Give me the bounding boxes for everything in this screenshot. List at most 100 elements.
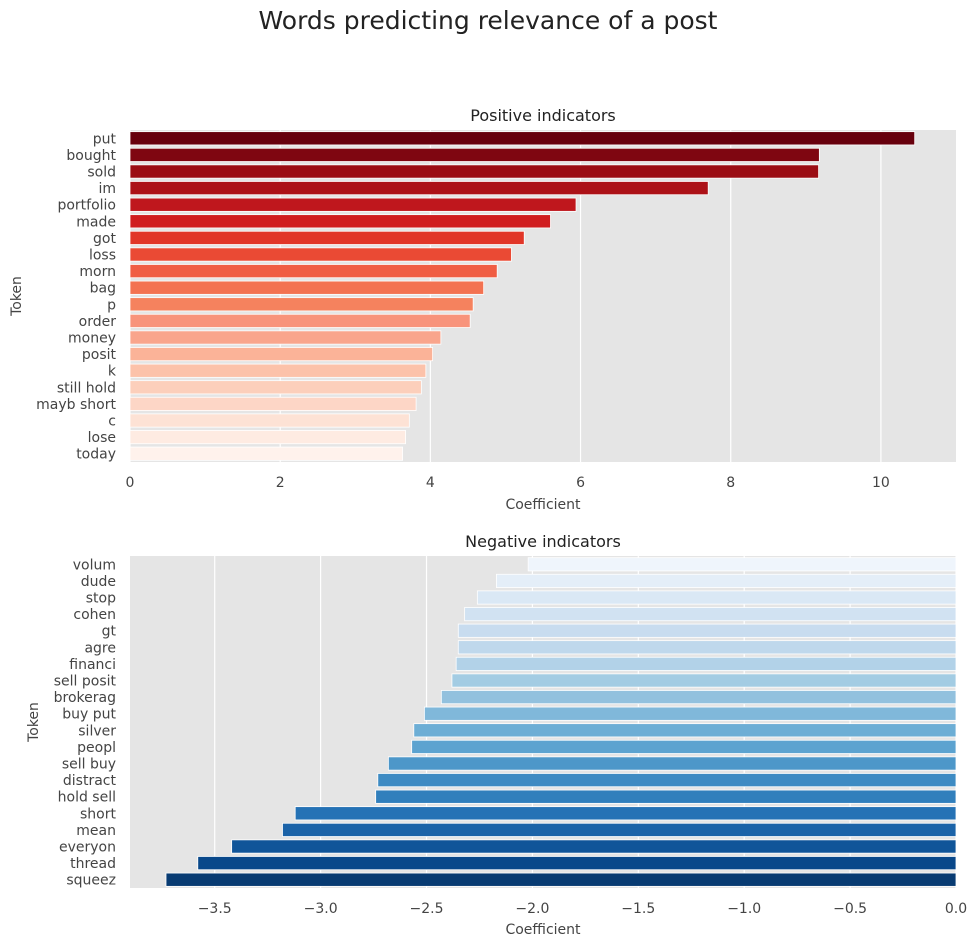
figure-title: Words predicting relevance of a post <box>259 6 718 35</box>
neg-bar-short <box>294 806 957 821</box>
pos-xtick-label: 8 <box>726 475 735 491</box>
neg-xaxis-label: Coefficient <box>505 922 581 938</box>
pos-ytick-order: order <box>79 314 117 330</box>
neg-bar-dude <box>496 573 957 588</box>
neg-xtick-label: −2.0 <box>515 901 549 917</box>
neg-bar-squeez <box>165 872 957 887</box>
pos-bar-still-hold <box>129 380 422 395</box>
neg-bar-hold-sell <box>375 789 957 804</box>
pos-ytick-bag: bag <box>90 281 116 297</box>
neg-xtick-label: 0.0 <box>945 901 967 917</box>
neg-bar-mean <box>282 822 957 837</box>
pos-ytick-posit: posit <box>82 347 117 363</box>
pos-ytick-im: im <box>98 181 116 197</box>
neg-yaxis-label: Token <box>26 702 42 743</box>
pos-bar-posit <box>129 347 434 362</box>
pos-xaxis-label: Coefficient <box>505 497 581 513</box>
pos-ytick-p: p <box>107 297 116 313</box>
neg-ytick-hold-sell: hold sell <box>58 790 116 806</box>
pos-xtick-label: 10 <box>872 475 890 491</box>
pos-bar-put <box>129 131 916 146</box>
neg-bar-brokerag <box>440 690 957 705</box>
pos-bar-mayb-short <box>129 396 417 411</box>
pos-yaxis-label: Token <box>9 276 25 317</box>
neg-bar-sell-buy <box>387 756 957 771</box>
neg-bar-agre <box>457 640 957 655</box>
pos-bar-im <box>129 181 709 196</box>
neg-ytick-silver: silver <box>78 723 116 739</box>
neg-bar-gt <box>457 623 957 638</box>
neg-ytick-financi: financi <box>69 657 116 673</box>
neg-bar-silver <box>413 723 957 738</box>
pos-ytick-put: put <box>93 131 117 147</box>
pos-xtick-label: 6 <box>576 475 585 491</box>
pos-ytick-made: made <box>76 214 116 230</box>
pos-plot-area <box>130 130 956 462</box>
neg-ytick-distract: distract <box>63 773 117 789</box>
neg-ytick-dude: dude <box>81 574 116 590</box>
neg-ytick-everyon: everyon <box>59 840 116 856</box>
pos-xtick-label: 0 <box>126 475 135 491</box>
pos-bar-c <box>129 413 410 428</box>
neg-ytick-gt: gt <box>102 624 117 640</box>
neg-xtick-label: −2.5 <box>410 901 444 917</box>
neg-bar-volum <box>527 557 957 572</box>
pos-bar-p <box>129 297 474 312</box>
neg-bar-stop <box>476 590 957 605</box>
pos-bar-made <box>129 214 551 229</box>
neg-ytick-thread: thread <box>70 856 116 872</box>
pos-ytick-today: today <box>76 447 116 463</box>
neg-axis-title: Negative indicators <box>465 532 621 551</box>
pos-bar-got <box>129 230 525 245</box>
pos-ytick-loss: loss <box>89 248 116 264</box>
pos-bar-order <box>129 313 471 328</box>
neg-bar-sell-posit <box>451 673 957 688</box>
neg-bar-everyon <box>231 839 957 854</box>
pos-ytick-money: money <box>68 331 116 347</box>
pos-bar-k <box>129 363 427 378</box>
pos-bar-morn <box>129 264 498 279</box>
pos-axis-title: Positive indicators <box>470 106 616 125</box>
neg-xtick-label: −1.0 <box>727 901 761 917</box>
neg-ytick-volum: volum <box>73 557 116 573</box>
neg-ytick-agre: agre <box>84 640 116 656</box>
pos-bar-portfolio <box>129 197 577 212</box>
neg-ytick-short: short <box>80 806 116 822</box>
neg-ytick-brokerag: brokerag <box>54 690 116 706</box>
neg-bar-distract <box>377 773 957 788</box>
neg-ytick-sell-posit: sell posit <box>54 674 117 690</box>
pos-ytick-mayb-short: mayb short <box>36 397 116 413</box>
neg-xtick-label: −0.5 <box>833 901 867 917</box>
pos-ytick-got: got <box>93 231 116 247</box>
neg-ytick-buy-put: buy put <box>62 707 116 723</box>
pos-ytick-c: c <box>108 414 116 430</box>
pos-ytick-portfolio: portfolio <box>57 198 116 214</box>
neg-bar-financi <box>455 656 957 671</box>
pos-xtick-label: 2 <box>276 475 285 491</box>
neg-xtick-label: −1.5 <box>621 901 655 917</box>
neg-xtick-label: −3.5 <box>198 901 232 917</box>
neg-xtick-label: −3.0 <box>304 901 338 917</box>
neg-bar-thread <box>197 856 957 871</box>
pos-ytick-bought: bought <box>66 148 116 164</box>
pos-xtick-label: 4 <box>426 475 435 491</box>
neg-bar-buy-put <box>423 706 957 721</box>
pos-ytick-sold: sold <box>87 165 116 181</box>
neg-plot-area <box>130 556 956 888</box>
neg-bar-peopl <box>411 739 957 754</box>
pos-ytick-k: k <box>108 364 117 380</box>
neg-ytick-squeez: squeez <box>66 873 116 889</box>
neg-bar-cohen <box>464 607 957 622</box>
pos-ytick-morn: morn <box>79 264 116 280</box>
pos-ytick-still-hold: still hold <box>57 380 116 396</box>
pos-bar-today <box>129 446 403 461</box>
pos-bar-money <box>129 330 442 345</box>
neg-ytick-mean: mean <box>76 823 116 839</box>
neg-ytick-stop: stop <box>86 591 116 607</box>
pos-bar-loss <box>129 247 512 262</box>
pos-bar-lose <box>129 430 406 445</box>
pos-bar-sold <box>129 164 819 179</box>
neg-ytick-peopl: peopl <box>77 740 116 756</box>
pos-bar-bag <box>129 280 485 295</box>
